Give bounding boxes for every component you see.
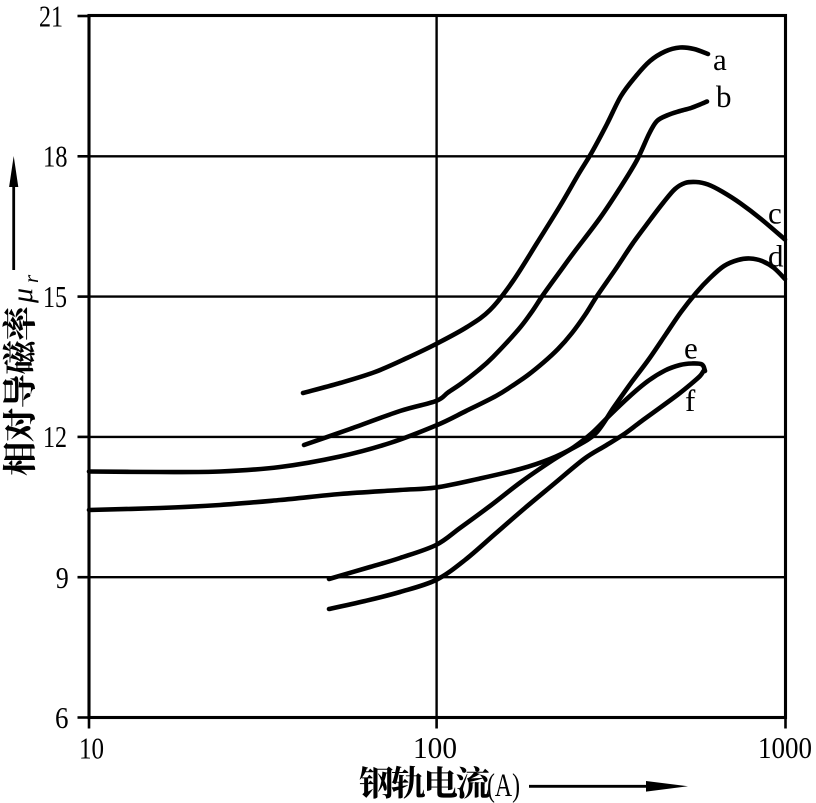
svg-text:b: b <box>716 79 732 114</box>
svg-text:1000: 1000 <box>758 730 812 765</box>
svg-text:a: a <box>713 42 727 77</box>
svg-text:12: 12 <box>43 419 67 454</box>
svg-text:6: 6 <box>55 700 69 735</box>
svg-text:(A): (A) <box>487 768 520 803</box>
svg-text:f: f <box>685 383 696 418</box>
svg-text:21: 21 <box>39 0 63 33</box>
svg-text:18: 18 <box>43 139 68 174</box>
svg-text:d: d <box>768 239 784 274</box>
svg-text:9: 9 <box>56 560 69 595</box>
svg-text:100: 100 <box>413 730 457 765</box>
svg-text:e: e <box>684 331 698 366</box>
svg-text:15: 15 <box>43 279 67 314</box>
svg-text:μ: μ <box>6 288 39 304</box>
svg-text:10: 10 <box>79 731 104 766</box>
svg-text:r: r <box>19 274 43 283</box>
svg-text:c: c <box>768 196 782 231</box>
